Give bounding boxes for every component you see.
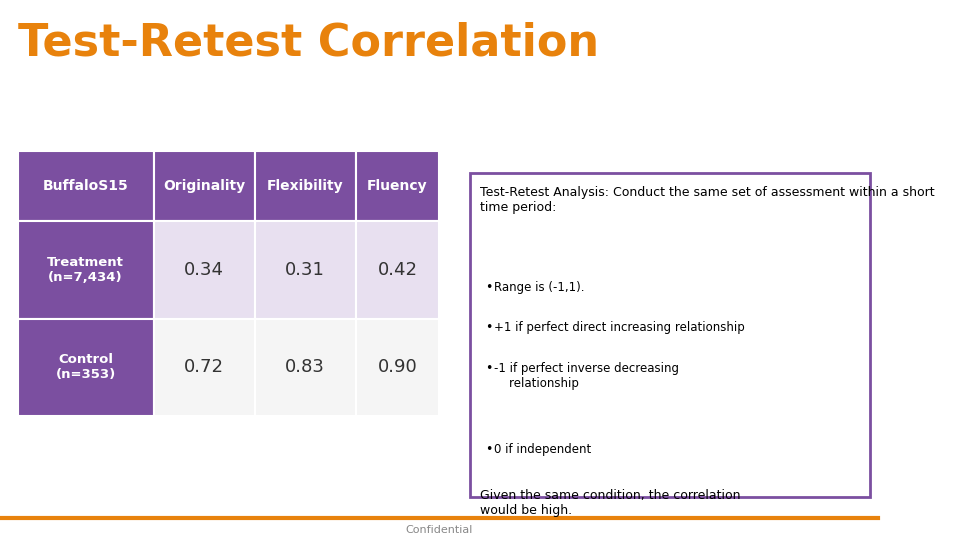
FancyBboxPatch shape bbox=[254, 151, 356, 221]
FancyBboxPatch shape bbox=[356, 319, 440, 416]
Text: +1 if perfect direct increasing relationship: +1 if perfect direct increasing relation… bbox=[493, 321, 744, 334]
Text: Treatment
(n=7,434): Treatment (n=7,434) bbox=[47, 256, 124, 284]
FancyBboxPatch shape bbox=[254, 319, 356, 416]
FancyBboxPatch shape bbox=[154, 221, 254, 319]
Text: 0.72: 0.72 bbox=[184, 358, 225, 376]
FancyBboxPatch shape bbox=[17, 221, 154, 319]
Text: 0.31: 0.31 bbox=[285, 261, 325, 279]
Text: BuffaloS15: BuffaloS15 bbox=[43, 179, 129, 193]
Text: 0.90: 0.90 bbox=[377, 358, 418, 376]
Text: Test-Retest Correlation: Test-Retest Correlation bbox=[17, 22, 599, 65]
FancyBboxPatch shape bbox=[470, 173, 870, 497]
FancyBboxPatch shape bbox=[17, 319, 154, 416]
FancyBboxPatch shape bbox=[154, 151, 254, 221]
Text: Test-Retest Analysis: Conduct the same set of assessment within a short time per: Test-Retest Analysis: Conduct the same s… bbox=[481, 186, 935, 214]
FancyBboxPatch shape bbox=[17, 151, 154, 221]
Text: Control
(n=353): Control (n=353) bbox=[56, 353, 116, 381]
Text: 0.42: 0.42 bbox=[377, 261, 418, 279]
Text: Flexibility: Flexibility bbox=[267, 179, 344, 193]
FancyBboxPatch shape bbox=[254, 221, 356, 319]
FancyBboxPatch shape bbox=[154, 319, 254, 416]
Text: •: • bbox=[485, 362, 492, 375]
Text: •: • bbox=[485, 443, 492, 456]
Text: 0.83: 0.83 bbox=[285, 358, 325, 376]
Text: Range is (-1,1).: Range is (-1,1). bbox=[493, 281, 585, 294]
Text: 0.34: 0.34 bbox=[184, 261, 225, 279]
FancyBboxPatch shape bbox=[356, 151, 440, 221]
Text: •: • bbox=[485, 281, 492, 294]
Text: -1 if perfect inverse decreasing
    relationship: -1 if perfect inverse decreasing relatio… bbox=[493, 362, 679, 390]
Text: Originality: Originality bbox=[163, 179, 246, 193]
Text: •: • bbox=[485, 321, 492, 334]
FancyBboxPatch shape bbox=[356, 221, 440, 319]
Text: Fluency: Fluency bbox=[367, 179, 428, 193]
Text: Confidential: Confidential bbox=[405, 524, 473, 535]
Text: Given the same condition, the correlation
would be high.: Given the same condition, the correlatio… bbox=[481, 489, 741, 517]
Text: 0 if independent: 0 if independent bbox=[493, 443, 591, 456]
